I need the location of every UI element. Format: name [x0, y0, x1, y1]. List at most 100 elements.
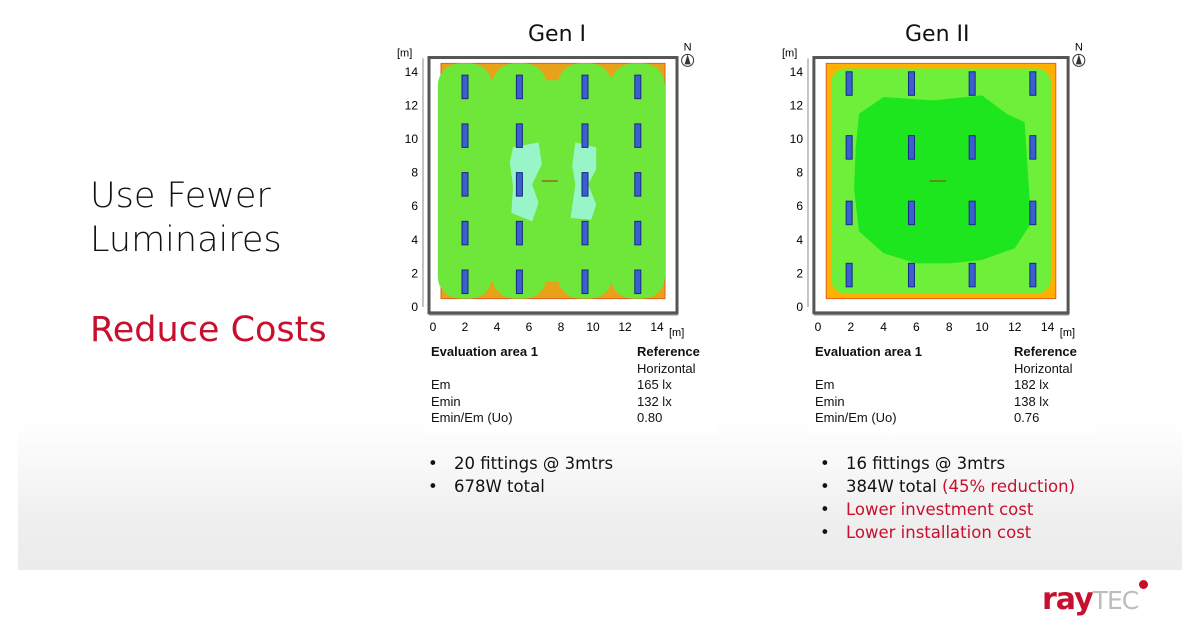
y-tick-label: 10: [405, 132, 419, 146]
luminaire-icon: [461, 269, 469, 295]
x-tick-label: 10: [586, 320, 600, 334]
luminaire-icon: [845, 71, 853, 96]
luminaire-icon: [968, 262, 976, 288]
luminaire-icon: [634, 220, 642, 246]
luminaire-icon: [634, 172, 642, 197]
luminaire-icon: [845, 262, 853, 288]
bullet-item: Lower investment cost: [820, 498, 1075, 521]
gen2-title: Gen II: [905, 22, 970, 47]
y-tick-label: 6: [796, 199, 803, 213]
x-tick-label: 4: [880, 320, 887, 334]
luminaire-icon: [907, 71, 915, 96]
luminaire-icon: [1029, 200, 1037, 226]
y-tick-label: 8: [411, 166, 418, 180]
luminaire-icon: [581, 269, 589, 295]
luminaire-icon: [515, 220, 523, 246]
eval-label: Em: [815, 377, 835, 392]
eval-ref: Reference: [637, 344, 700, 359]
luminaire-icon: [515, 269, 523, 295]
gen2-evaluation-table: Evaluation area 1 Reference Horizontal Em…: [809, 342, 1095, 433]
reduce-costs-heading: Reduce Costs: [90, 310, 327, 350]
eval-value: 0.80: [637, 410, 663, 425]
gen1-evaluation-table: Evaluation area 1 Reference Horizontal Em…: [425, 342, 717, 433]
high-illuminance-zone: [854, 95, 1032, 264]
luminaire-icon: [461, 172, 469, 197]
x-tick-label: 6: [526, 320, 533, 334]
luminaire-icon: [968, 135, 976, 160]
eval-ref: Reference: [1014, 344, 1077, 359]
x-tick-label: 12: [618, 320, 632, 334]
north-label: N: [684, 41, 692, 53]
x-tick-label: 6: [913, 320, 920, 334]
x-tick-label: 0: [430, 320, 437, 334]
x-tick-label: 0: [815, 320, 822, 334]
headline-line2: Luminaires: [90, 220, 282, 260]
eval-label: Emin: [431, 393, 461, 409]
y-tick-label: 12: [790, 98, 804, 112]
y-tick-label: 2: [796, 266, 803, 280]
luminaire-icon: [907, 135, 915, 160]
bullet-item: 384W total (45% reduction): [820, 475, 1075, 498]
luminaire-icon: [581, 220, 589, 246]
x-tick-label: 14: [1041, 320, 1055, 334]
gen1-title: Gen I: [528, 22, 587, 47]
y-tick-label: 6: [411, 199, 418, 213]
headline-line1: Use Fewer: [90, 176, 271, 216]
bullet-item: 678W total: [428, 475, 613, 498]
eval-label: Emin/Em (Uo): [815, 410, 897, 425]
luminaire-icon: [968, 200, 976, 226]
eval-label: Emin: [815, 393, 845, 409]
y-tick-label: 4: [796, 233, 803, 247]
gen2-illuminance-plot: 00 2 2 4 4 6 6 8 8 10 10 12 12 14 14 [m] [m] N: [782, 41, 1086, 339]
north-arrow-icon: [684, 54, 691, 65]
y-tick-label: 12: [405, 98, 419, 112]
luminaire-icon: [515, 74, 523, 100]
luminaire-icon: [845, 200, 853, 226]
raytec-logo: rayTEC: [1042, 580, 1149, 617]
x-tick-label: 10: [975, 320, 989, 334]
gen2-bullets: 16 fittings @ 3mtrs 384W total (45% redu…: [820, 452, 1075, 544]
luminaire-icon: [907, 262, 915, 288]
y-unit-label: [m]: [397, 48, 412, 60]
luminaire-icon: [581, 74, 589, 100]
luminaire-icon: [634, 74, 642, 100]
luminaire-icon: [515, 123, 523, 148]
x-tick-label: 12: [1008, 320, 1022, 334]
y-tick-label: 0: [411, 300, 418, 314]
luminaire-icon: [1029, 71, 1037, 96]
eval-label: Emin/Em (Uo): [431, 410, 513, 425]
y-tick-label: 4: [411, 233, 418, 247]
eval-label: Em: [431, 377, 451, 392]
eval-heading: Evaluation area 1: [431, 344, 538, 359]
y-tick-label: 14: [790, 65, 804, 79]
bullet-item: Lower installation cost: [820, 521, 1075, 544]
luminaire-icon: [634, 123, 642, 148]
eval-ref-sub: Horizontal: [1014, 360, 1073, 376]
gen1-illuminance-plot: 00 2 2 4 4 6 6 8 8 10 10 12 12 14 14 [m] [m] N: [397, 41, 695, 339]
x-unit-label: [m]: [669, 327, 684, 339]
x-tick-label: 8: [946, 320, 953, 334]
luminaire-icon: [1029, 135, 1037, 160]
north-arrow-icon: [1075, 54, 1082, 65]
headline: Use Fewer Luminaires: [90, 174, 282, 262]
x-tick-label: 14: [650, 320, 664, 334]
luminaire-icon: [515, 172, 523, 197]
x-tick-label: 2: [847, 320, 854, 334]
luminaire-icon: [581, 172, 589, 197]
luminaire-icon: [1029, 262, 1037, 288]
north-label: N: [1075, 41, 1083, 53]
bullet-item: 16 fittings @ 3mtrs: [820, 452, 1075, 475]
y-tick-label: 14: [405, 65, 419, 79]
eval-value: 132 lx: [637, 393, 672, 409]
luminaire-icon: [907, 200, 915, 226]
eval-value: 165 lx: [637, 377, 672, 392]
x-tick-label: 4: [494, 320, 501, 334]
gen1-bullets: 20 fittings @ 3mtrs 678W total: [428, 452, 613, 498]
luminaire-icon: [461, 220, 469, 246]
x-tick-label: 8: [558, 320, 565, 334]
eval-value: 138 lx: [1014, 393, 1049, 409]
eval-heading: Evaluation area 1: [815, 344, 922, 359]
bullet-item: 20 fittings @ 3mtrs: [428, 452, 613, 475]
y-tick-label: 10: [790, 132, 804, 146]
y-unit-label: [m]: [782, 48, 797, 60]
